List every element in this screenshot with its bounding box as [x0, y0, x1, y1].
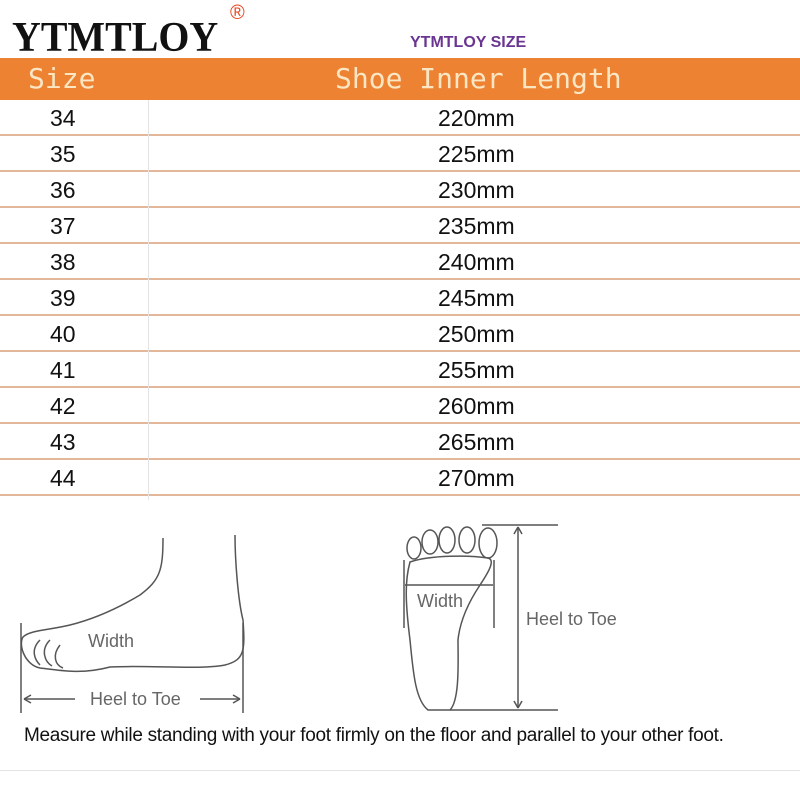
length-cell: 230mm — [438, 177, 515, 203]
size-cell: 35 — [50, 141, 76, 167]
table-row: 40 250mm — [0, 316, 800, 352]
table-header: Size Shoe Inner Length — [0, 58, 800, 100]
length-cell: 240mm — [438, 249, 515, 275]
table-row: 44 270mm — [0, 460, 800, 496]
length-cell: 270mm — [438, 465, 515, 491]
length-cell: 255mm — [438, 357, 515, 383]
column-divider — [148, 100, 149, 500]
size-cell: 42 — [50, 393, 76, 419]
side-width-label: Width — [88, 631, 135, 651]
size-cell: 37 — [50, 213, 76, 239]
measure-instruction: Measure while standing with your foot fi… — [24, 725, 724, 746]
length-cell: 245mm — [438, 285, 515, 311]
top-length-label: Heel to Toe — [526, 609, 617, 629]
length-cell: 265mm — [438, 429, 515, 455]
length-cell: 225mm — [438, 141, 515, 167]
table-row: 41 255mm — [0, 352, 800, 388]
size-cell: 44 — [50, 465, 76, 491]
side-foot-drawing — [20, 534, 245, 713]
size-chart-title: YTMTLOY SIZE — [410, 34, 527, 51]
brand-logo: YTMTLOY — [12, 15, 219, 61]
side-length-label: Heel to Toe — [90, 689, 181, 709]
table-row: 39 245mm — [0, 280, 800, 316]
size-cell: 43 — [50, 429, 76, 455]
table-row: 34 220mm — [0, 100, 800, 136]
size-cell: 40 — [50, 321, 76, 347]
table-row: 42 260mm — [0, 388, 800, 424]
length-cell: 260mm — [438, 393, 515, 419]
size-cell: 34 — [50, 105, 76, 131]
size-cell: 38 — [50, 249, 76, 275]
table-row: 36 230mm — [0, 172, 800, 208]
length-cell: 250mm — [438, 321, 515, 347]
table-row: 35 225mm — [0, 136, 800, 172]
table-row: 37 235mm — [0, 208, 800, 244]
size-cell: 39 — [50, 285, 76, 311]
registered-mark: ® — [230, 2, 245, 24]
header-length: Shoe Inner Length — [335, 62, 622, 95]
top-width-label: Width — [417, 591, 464, 611]
foot-measure-diagram — [20, 524, 558, 713]
size-cell: 36 — [50, 177, 76, 203]
top-foot-drawing — [403, 524, 558, 711]
divider — [0, 770, 800, 771]
size-cell: 41 — [50, 357, 76, 383]
table-row: 38 240mm — [0, 244, 800, 280]
length-cell: 220mm — [438, 105, 515, 131]
table-row: 43 265mm — [0, 424, 800, 460]
header-size: Size — [28, 62, 96, 95]
length-cell: 235mm — [438, 213, 515, 239]
